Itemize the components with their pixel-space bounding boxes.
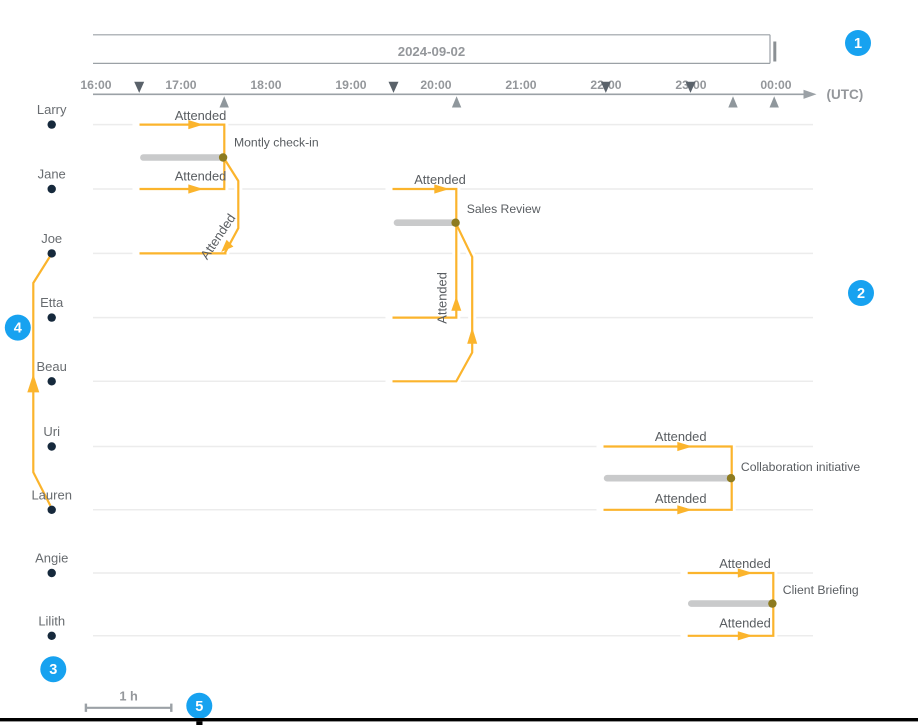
svg-text:4: 4 <box>14 321 22 337</box>
svg-text:Attended: Attended <box>719 615 771 630</box>
svg-text:Collaboration initiative: Collaboration initiative <box>741 460 860 474</box>
svg-text:18:00: 18:00 <box>250 78 281 92</box>
svg-text:1 h: 1 h <box>119 689 138 704</box>
svg-text:Sales Review: Sales Review <box>467 202 541 216</box>
svg-text:Lauren: Lauren <box>31 487 71 502</box>
svg-text:Attended: Attended <box>434 272 449 324</box>
svg-text:Client Briefing: Client Briefing <box>783 583 859 597</box>
svg-text:Attended: Attended <box>655 491 707 506</box>
svg-text:20:00: 20:00 <box>420 78 451 92</box>
svg-text:5: 5 <box>195 699 203 715</box>
svg-text:Attended: Attended <box>655 429 707 444</box>
svg-text:Jane: Jane <box>38 167 66 182</box>
svg-text:Joe: Joe <box>41 231 62 246</box>
svg-text:Attended: Attended <box>175 169 227 184</box>
svg-text:Attended: Attended <box>719 556 771 571</box>
svg-text:19:00: 19:00 <box>335 78 366 92</box>
svg-text:2: 2 <box>857 286 865 302</box>
svg-text:Montly check-in: Montly check-in <box>234 136 319 150</box>
svg-text:Attended: Attended <box>175 108 227 123</box>
svg-text:(UTC): (UTC) <box>827 87 864 102</box>
svg-text:1: 1 <box>854 36 862 52</box>
svg-text:Larry: Larry <box>37 102 67 117</box>
svg-text:17:00: 17:00 <box>165 78 196 92</box>
svg-text:Etta: Etta <box>40 295 64 310</box>
svg-text:Beau: Beau <box>37 359 67 374</box>
svg-text:Attended: Attended <box>414 172 466 187</box>
svg-text:3: 3 <box>49 662 57 678</box>
svg-text:00:00: 00:00 <box>760 78 791 92</box>
svg-text:21:00: 21:00 <box>505 78 536 92</box>
svg-text:Lilith: Lilith <box>38 613 65 628</box>
svg-text:Uri: Uri <box>43 424 60 439</box>
svg-text:2024-09-02: 2024-09-02 <box>398 44 465 59</box>
svg-text:16:00: 16:00 <box>80 78 111 92</box>
svg-text:Angie: Angie <box>35 551 68 566</box>
